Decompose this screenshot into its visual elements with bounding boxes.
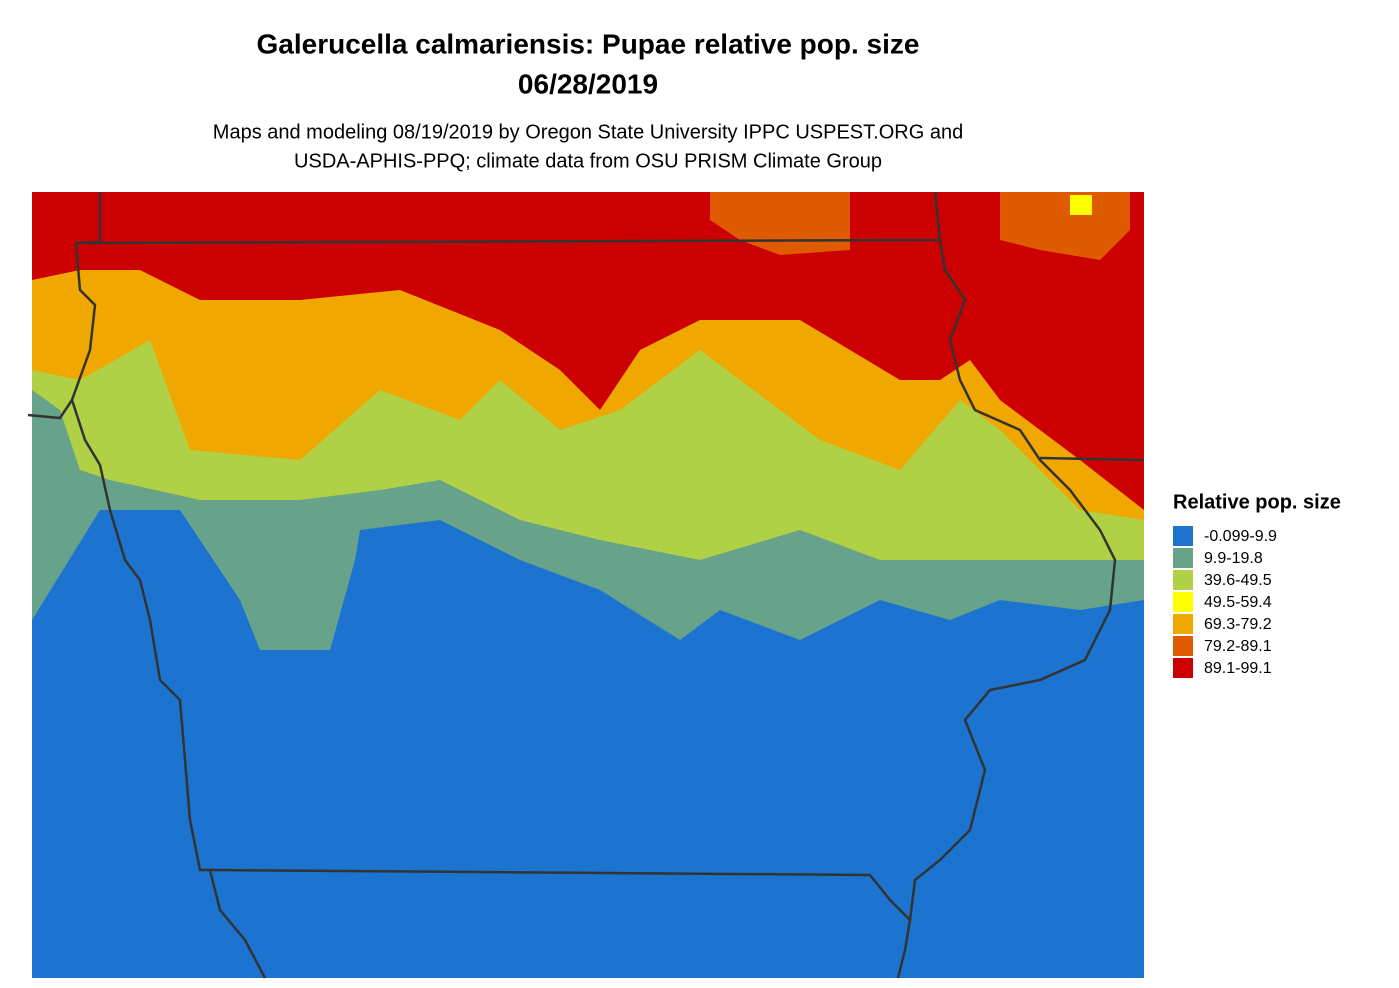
subtitle: Maps and modeling 08/19/2019 by Oregon S… [213,121,963,143]
legend-label: 79.2-89.1 [1204,638,1272,655]
legend-label: 89.1-99.1 [1204,660,1272,677]
band [32,192,1144,510]
legend-label: 39.6-49.5 [1204,572,1272,589]
legend-label: 69.3-79.2 [1204,616,1272,633]
map [27,191,1145,979]
title: 06/28/2019 [518,68,658,99]
legend-swatch [1173,526,1193,546]
legend-title: Relative pop. size [1173,491,1341,513]
legend-label: 9.9-19.8 [1204,550,1263,567]
state-border [208,869,267,979]
subtitle: USDA-APHIS-PPQ; climate data from OSU PR… [294,150,882,172]
legend-swatch [1173,658,1193,678]
state-border [27,399,74,420]
band [1000,192,1130,260]
legend: -0.099-9.9 9.9-19.8 39.6-49.5 49.5-59.4 69.3… [1173,526,1277,678]
state-border [1039,456,1145,462]
state-border [908,239,1117,921]
state-border [70,242,912,979]
legend-label: -0.099-9.9 [1204,528,1277,545]
title: Galerucella calmariensis: Pupae relative… [257,28,920,59]
legend-swatch [1173,636,1193,656]
legend-swatch [1173,570,1193,590]
legend-swatch [1173,614,1193,634]
legend-label: 49.5-59.4 [1204,594,1272,611]
legend-swatch [1173,548,1193,568]
legend-swatch [1173,592,1193,612]
band [1070,195,1092,215]
